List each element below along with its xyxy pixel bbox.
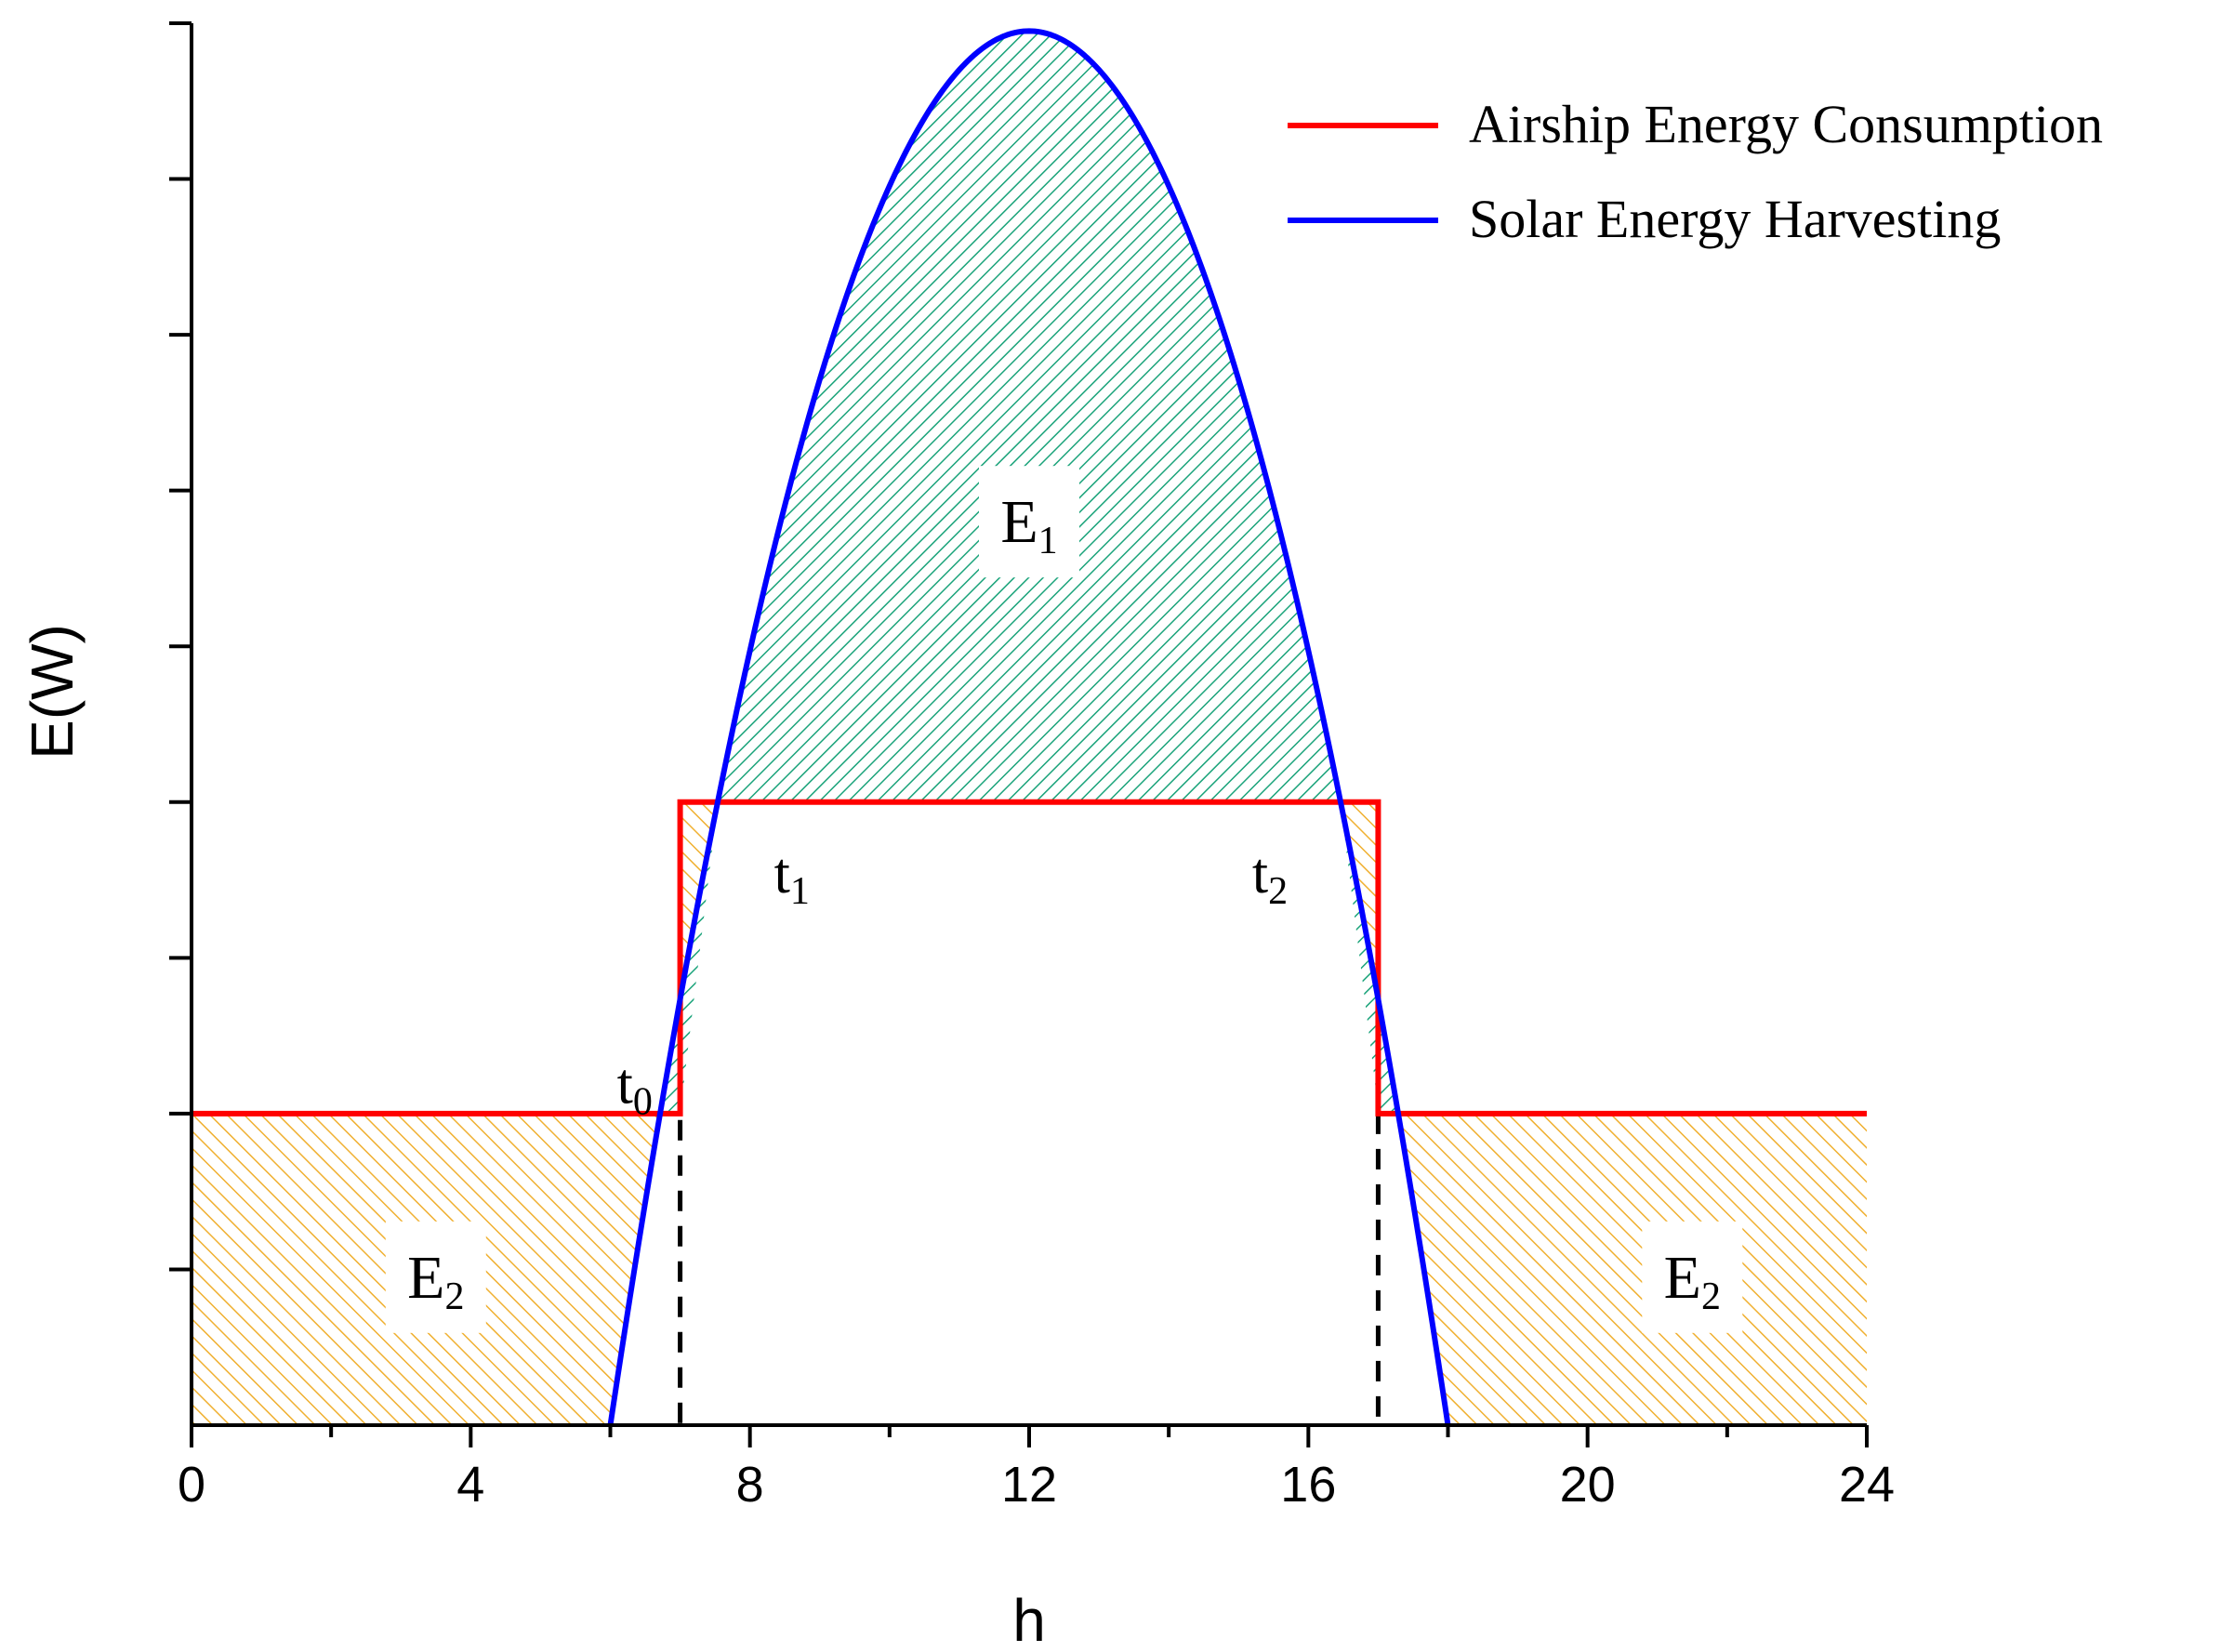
annotation-labels: E1 E2 E2 t0 t1 t2	[385, 466, 1743, 1333]
vertical-dashed-lines	[678, 801, 1381, 1425]
region-label-2-backdrop	[385, 1221, 486, 1333]
y-axis-title: E(W)	[19, 624, 86, 760]
point-label-t2: t2	[1252, 842, 1288, 913]
x-tick-label: 24	[1839, 1457, 1895, 1513]
x-tick-label: 16	[1280, 1457, 1336, 1513]
x-tick-label: 0	[178, 1457, 205, 1513]
region-label-1-text: E1	[1000, 488, 1057, 562]
consumption-line	[192, 799, 1867, 1117]
point-label-t0-text: t0	[617, 1052, 653, 1123]
region-label-3-text: E2	[1664, 1244, 1721, 1318]
region-label-1-backdrop	[979, 466, 1079, 578]
region-label-3-backdrop	[1642, 1221, 1743, 1333]
x-axis-title: h	[1012, 1587, 1046, 1652]
x-tick-label: 20	[1560, 1457, 1616, 1513]
legend-label-2: Solar Energy Harvesting	[1469, 189, 2001, 249]
region-label-3: E2	[1642, 1221, 1743, 1333]
x-tick-label: 4	[456, 1457, 484, 1513]
point-label-t1-text: t1	[774, 842, 810, 913]
legend: Airship Energy Consumption Solar Energy H…	[1288, 94, 2103, 249]
deficit-region	[1398, 1113, 1867, 1425]
point-label-t0: t0	[617, 1052, 653, 1123]
axes: 0 4 8 12 16 20 24	[169, 21, 1895, 1513]
solar-harvesting-curve	[607, 28, 1451, 1426]
region-label-2: E2	[385, 1221, 486, 1333]
region-label-2-text: E2	[407, 1244, 464, 1318]
x-tick-label: 12	[1001, 1457, 1057, 1513]
x-tick-label: 8	[736, 1457, 764, 1513]
point-label-t2-text: t2	[1252, 842, 1288, 913]
legend-label-1: Airship Energy Consumption	[1469, 94, 2103, 154]
point-label-t1: t1	[774, 842, 810, 913]
series-lines	[192, 28, 1867, 1426]
region-label-1: E1	[979, 466, 1079, 578]
